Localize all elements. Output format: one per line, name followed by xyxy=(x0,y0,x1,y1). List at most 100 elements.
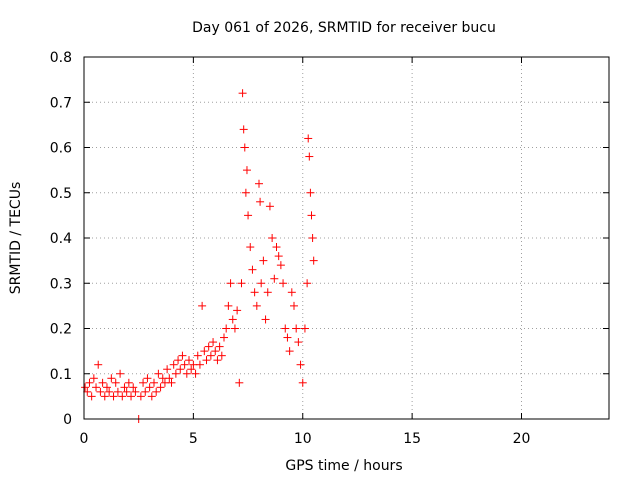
data-point xyxy=(122,387,131,396)
data-point xyxy=(238,89,247,98)
data-point xyxy=(109,392,118,401)
data-point xyxy=(213,356,222,365)
data-point xyxy=(244,211,253,220)
data-point xyxy=(136,392,145,401)
y-tick-label: 0.4 xyxy=(50,231,72,247)
data-point xyxy=(87,392,96,401)
data-point xyxy=(261,315,270,324)
data-point xyxy=(217,351,226,360)
data-point xyxy=(220,333,228,342)
data-point xyxy=(150,378,158,387)
data-point xyxy=(154,369,163,378)
data-point xyxy=(298,378,307,387)
data-point xyxy=(131,387,140,396)
data-point xyxy=(242,166,251,175)
data-point xyxy=(233,306,242,315)
data-point xyxy=(206,351,215,360)
data-point xyxy=(215,342,224,351)
data-point xyxy=(169,360,178,369)
data-point xyxy=(105,387,114,396)
data-points xyxy=(81,89,318,423)
y-tick-label: 0.5 xyxy=(50,186,72,202)
data-point xyxy=(250,288,259,297)
data-point xyxy=(304,134,313,143)
data-point xyxy=(174,356,183,365)
data-point xyxy=(116,369,125,378)
data-point xyxy=(118,392,127,401)
data-point xyxy=(195,360,204,369)
data-point xyxy=(287,288,296,297)
data-point xyxy=(102,383,111,392)
grid-lines xyxy=(84,57,609,419)
data-point xyxy=(98,378,107,387)
data-point xyxy=(263,288,272,297)
y-tick-label: 0.7 xyxy=(50,95,72,111)
y-tick-label: 0.6 xyxy=(50,141,72,157)
data-point xyxy=(246,243,255,252)
data-point xyxy=(240,143,249,152)
data-point xyxy=(259,256,268,265)
data-point xyxy=(171,369,180,378)
data-point xyxy=(92,383,101,392)
data-point xyxy=(224,301,233,310)
data-point xyxy=(124,378,133,387)
data-point xyxy=(96,387,105,396)
data-point xyxy=(182,369,191,378)
data-point xyxy=(141,387,150,396)
data-point xyxy=(290,301,298,310)
x-tick-label: 5 xyxy=(189,431,198,447)
data-point xyxy=(187,365,196,374)
data-point xyxy=(211,347,220,356)
data-point xyxy=(145,383,154,392)
y-tick-label: 0.3 xyxy=(50,276,72,292)
data-point xyxy=(305,152,314,161)
data-point xyxy=(252,301,261,310)
data-point xyxy=(120,383,129,392)
data-point xyxy=(176,365,185,374)
data-point xyxy=(300,324,309,333)
data-point xyxy=(307,211,316,220)
y-tick-label: 0.1 xyxy=(50,367,72,383)
data-point xyxy=(129,383,138,392)
data-point xyxy=(241,188,250,197)
data-point xyxy=(285,347,294,356)
x-axis-label: GPS time / hours xyxy=(285,458,402,474)
data-point xyxy=(204,342,213,351)
x-tick-label: 20 xyxy=(513,431,531,447)
data-point xyxy=(306,188,315,197)
data-point xyxy=(200,347,209,356)
data-point xyxy=(180,360,189,369)
data-point xyxy=(202,356,211,365)
data-point xyxy=(147,392,156,401)
data-point xyxy=(185,356,193,365)
data-point xyxy=(165,374,174,383)
data-point xyxy=(296,360,305,369)
y-tick-label: 0.8 xyxy=(50,50,72,66)
data-point xyxy=(239,125,248,134)
data-point xyxy=(152,387,161,396)
x-tick-label: 0 xyxy=(80,431,89,447)
data-point xyxy=(178,351,187,360)
x-tick-label: 10 xyxy=(294,431,312,447)
data-point xyxy=(270,274,279,283)
data-point xyxy=(143,374,152,383)
data-point xyxy=(191,369,200,378)
data-point xyxy=(283,333,292,342)
data-point xyxy=(308,234,317,242)
data-point xyxy=(274,252,283,261)
data-point xyxy=(107,374,116,383)
data-point xyxy=(257,279,266,288)
data-point xyxy=(167,378,176,387)
data-point xyxy=(111,378,120,387)
data-point xyxy=(139,378,148,387)
data-point xyxy=(265,202,274,211)
data-point xyxy=(226,279,235,288)
data-point xyxy=(230,324,239,333)
x-tick-label: 15 xyxy=(403,431,421,447)
data-point xyxy=(94,360,103,369)
data-point xyxy=(228,315,237,324)
data-point xyxy=(279,279,288,288)
data-point xyxy=(309,256,318,265)
y-tick-label: 0 xyxy=(63,412,72,428)
